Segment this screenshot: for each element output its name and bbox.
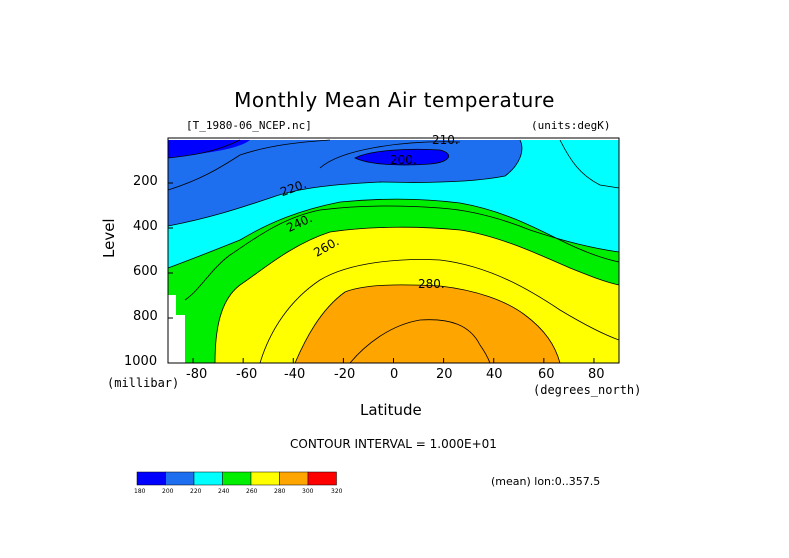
contour-interval-text: CONTOUR INTERVAL = 1.000E+01	[290, 437, 497, 451]
colorbar-swatch	[279, 471, 309, 486]
contour-label-210: 210.	[432, 133, 459, 147]
y-tick-label: 600	[133, 264, 158, 279]
y-axis-label: Level	[100, 218, 118, 258]
contour-fill	[168, 138, 619, 363]
units-label: (units:degK)	[531, 119, 611, 132]
contour-230-right	[559, 139, 619, 189]
colorbar-label: 240	[218, 488, 230, 495]
x-tick-label: 80	[588, 367, 605, 382]
missing-lower-left	[168, 295, 185, 363]
contour-250	[184, 205, 619, 301]
colorbar-swatch	[165, 471, 195, 486]
y-tick-label: 400	[133, 219, 158, 234]
contour-270	[259, 259, 619, 363]
x-tick-label: 60	[538, 367, 555, 382]
x-tick-label: -80	[186, 367, 208, 382]
colorbar-swatch	[222, 471, 252, 486]
y-tick-label: 800	[133, 309, 158, 324]
y-units-label: (millibar)	[107, 376, 180, 390]
chart-title: Monthly Mean Air temperature	[234, 88, 555, 112]
band-280	[295, 284, 560, 363]
contour-200-left	[168, 139, 331, 191]
x-axis-label: Latitude	[360, 401, 422, 419]
x-tick-label: 20	[436, 367, 453, 382]
contour-label-280: 280.	[418, 277, 445, 291]
colorbar-label: 280	[274, 488, 286, 495]
x-tick-label: -20	[334, 367, 356, 382]
contour-210	[319, 141, 461, 169]
contour-260	[214, 226, 619, 363]
contour-200	[354, 148, 450, 166]
colorbar-swatch	[250, 471, 280, 486]
dataset-label: [T_1980-06_NCEP.nc]	[186, 119, 312, 132]
footer-mean-text: (mean) lon:0..357.5	[491, 475, 601, 488]
colorbar-swatch	[193, 471, 223, 486]
colorbar-swatch	[136, 471, 166, 486]
band-180-core	[355, 149, 449, 165]
colorbar	[136, 471, 337, 486]
contour-lines	[168, 139, 619, 363]
x-tick-label: -60	[236, 367, 258, 382]
colorbar-label: 200	[162, 488, 174, 495]
x-tick-label: 0	[390, 367, 399, 382]
x-ticks	[192, 358, 595, 363]
contour-label-200: 200.	[390, 153, 417, 167]
colorbar-label: 220	[190, 488, 202, 495]
y-ticks	[168, 182, 173, 364]
x-units-label: (degrees_north)	[533, 383, 642, 397]
colorbar-label: 260	[246, 488, 258, 495]
x-tick-label: 40	[486, 367, 503, 382]
colorbar-label: 300	[302, 488, 314, 495]
y-tick-label: 1000	[124, 354, 158, 369]
y-tick-label: 200	[133, 174, 158, 189]
colorbar-label: 180	[134, 488, 146, 495]
colorbar-swatch	[307, 471, 337, 486]
contour-220	[168, 139, 523, 227]
colorbar-label: 320	[331, 488, 343, 495]
contour-285	[349, 319, 491, 363]
contour-280	[294, 284, 561, 363]
contour-240	[168, 198, 619, 269]
x-tick-label: -40	[284, 367, 306, 382]
contour-190	[168, 139, 241, 159]
band-240-lower	[185, 205, 619, 363]
